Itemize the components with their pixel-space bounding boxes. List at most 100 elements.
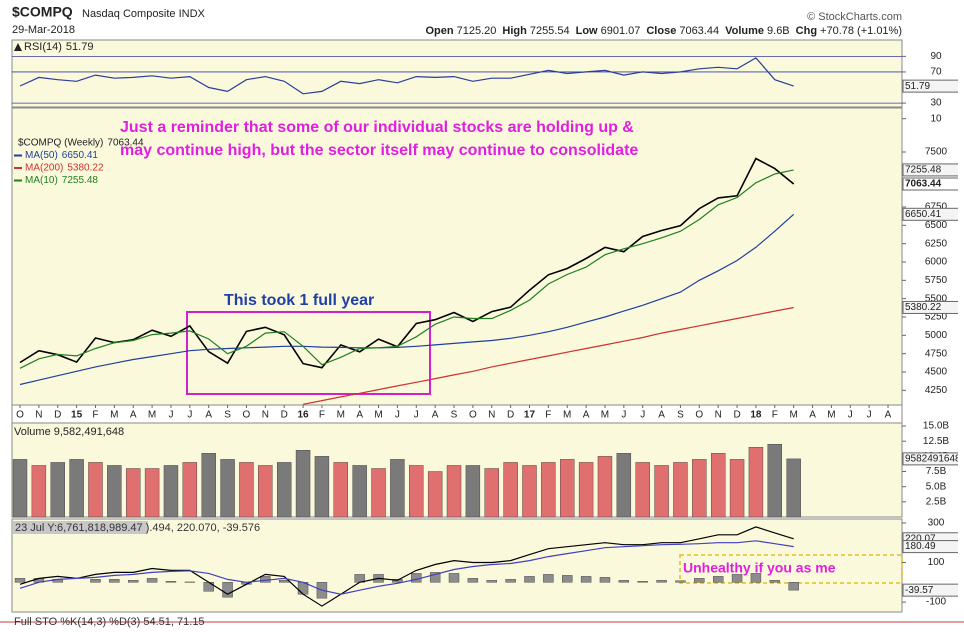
quote-label: Open bbox=[425, 25, 453, 37]
quote-value: 7255.54 bbox=[530, 25, 570, 37]
y-tick-label: 5500 bbox=[925, 293, 948, 304]
value-tag-box bbox=[902, 540, 958, 554]
symbol: $COMPQ bbox=[12, 4, 73, 20]
series-line bbox=[19, 57, 794, 95]
annotation: Unhealthy if you as me bbox=[683, 560, 836, 576]
value-tag-box bbox=[902, 300, 958, 314]
legend-value: 7255.48 bbox=[62, 175, 99, 186]
x-tick-label: J bbox=[187, 410, 192, 421]
volume-bar bbox=[163, 465, 179, 518]
volume-bar bbox=[673, 462, 688, 518]
volume-bar bbox=[258, 465, 273, 518]
value-tag: 9582491648 bbox=[905, 454, 961, 465]
x-tick-label: O bbox=[243, 410, 251, 421]
histogram-bar bbox=[14, 578, 26, 583]
x-tick-label: O bbox=[695, 410, 703, 421]
value-tag-box bbox=[902, 79, 958, 93]
volume-bar bbox=[541, 462, 556, 518]
volume-bar bbox=[710, 453, 726, 518]
x-tick-label: S bbox=[677, 410, 684, 421]
x-tick-label: J bbox=[414, 410, 419, 421]
series-line bbox=[19, 526, 794, 607]
x-tick-label: M bbox=[148, 410, 156, 421]
x-tick-label: M bbox=[827, 410, 835, 421]
x-tick-label: O bbox=[16, 410, 24, 421]
x-tick-label: 18 bbox=[750, 410, 762, 421]
x-tick-label: J bbox=[395, 410, 400, 421]
x-tick-label: O bbox=[469, 410, 477, 421]
rsi-panel bbox=[11, 39, 903, 108]
histogram-bar bbox=[599, 577, 611, 583]
y-tick-label: 4750 bbox=[925, 348, 948, 359]
volume-bar bbox=[276, 462, 292, 518]
macd-panel bbox=[11, 518, 903, 613]
legend-value: 7063.44 bbox=[107, 138, 144, 149]
histogram-bar bbox=[637, 581, 648, 583]
volume-bar bbox=[597, 456, 613, 518]
series-line bbox=[19, 213, 795, 386]
legend-name: MA(50) bbox=[25, 150, 58, 161]
value-tag: 220.07 bbox=[905, 533, 936, 544]
y-tick-label: 4250 bbox=[925, 385, 948, 396]
footer: Full STO %K(14,3) %D(3) 54.51, 71.15 bbox=[14, 616, 205, 628]
quote-value: 7063.44 bbox=[679, 25, 719, 37]
x-tick-label: 17 bbox=[524, 410, 536, 421]
x-tick-label: A bbox=[356, 410, 363, 421]
x-tick-label: F bbox=[92, 410, 98, 421]
value-tag: 6650.41 bbox=[905, 209, 942, 220]
x-tick-label: M bbox=[110, 410, 118, 421]
x-tick-label: S bbox=[224, 410, 231, 421]
x-tick-label: A bbox=[130, 410, 137, 421]
y-tick-label: 4500 bbox=[925, 367, 948, 378]
volume-bar bbox=[767, 444, 782, 518]
volume-bar bbox=[107, 465, 122, 518]
volume-bar bbox=[654, 465, 669, 518]
quote-label: Close bbox=[646, 25, 676, 37]
volume-bar bbox=[390, 459, 405, 518]
volume-bar bbox=[692, 459, 707, 518]
volume-bar bbox=[729, 459, 745, 518]
volume-bar bbox=[560, 459, 575, 518]
annotation: may continue high, but the sector itself… bbox=[120, 142, 638, 159]
histogram-bar bbox=[524, 576, 535, 583]
x-tick-label: D bbox=[281, 410, 288, 421]
legend-value: 6650.41 bbox=[62, 150, 99, 161]
volume-bar bbox=[182, 462, 198, 518]
annotation: Just a reminder that some of our individ… bbox=[120, 119, 634, 136]
histogram-bar bbox=[486, 580, 497, 583]
y-tick-label: 6250 bbox=[925, 238, 948, 249]
rsi-value: 51.79 bbox=[66, 41, 94, 53]
volume-bar bbox=[126, 468, 141, 518]
histogram-bar bbox=[128, 580, 139, 583]
volume-bar bbox=[484, 468, 499, 518]
y-tick-label: 7500 bbox=[925, 147, 948, 158]
y-tick-label: -100 bbox=[926, 597, 946, 608]
x-tick-label: F bbox=[772, 410, 778, 421]
histogram-bar bbox=[90, 579, 101, 583]
value-tag-box bbox=[902, 177, 958, 191]
y-tick-label: 6000 bbox=[925, 257, 948, 268]
histogram-bar bbox=[712, 576, 724, 583]
x-tick-label: F bbox=[545, 410, 551, 421]
x-tick-label: N bbox=[262, 410, 269, 421]
value-tag: -39.57 bbox=[905, 585, 934, 596]
volume-bar bbox=[427, 471, 443, 518]
histogram-bar bbox=[675, 580, 686, 583]
histogram-bar bbox=[788, 582, 799, 591]
histogram-bar bbox=[165, 581, 177, 583]
x-tick-label: A bbox=[205, 410, 212, 421]
volume-bar bbox=[220, 459, 235, 518]
x-tick-label: N bbox=[715, 410, 722, 421]
volume-bar bbox=[314, 456, 330, 518]
x-tick-label: A bbox=[658, 410, 665, 421]
y-tick-label: 15.0B bbox=[923, 421, 949, 432]
y-tick-label: 6500 bbox=[925, 220, 948, 231]
rsi-title: RSI(14) bbox=[24, 41, 62, 53]
quote-label: High bbox=[502, 25, 527, 37]
volume-bar bbox=[748, 447, 764, 518]
histogram-bar bbox=[580, 576, 592, 583]
quote-label: Chg bbox=[796, 25, 817, 37]
value-tag-box bbox=[902, 583, 958, 597]
x-tick-label: J bbox=[640, 410, 645, 421]
x-tick-label: A bbox=[583, 410, 590, 421]
